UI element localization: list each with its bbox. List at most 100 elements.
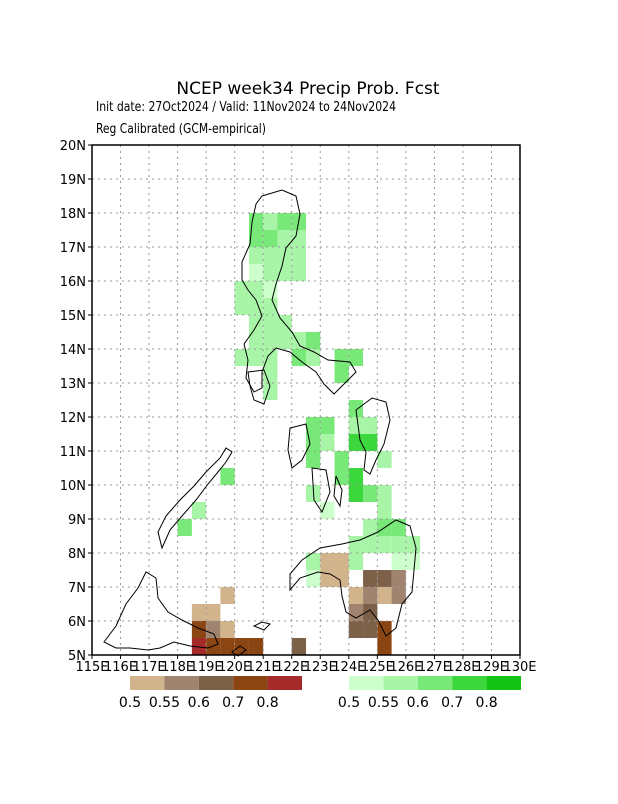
- x-tick-label: 119E: [190, 660, 223, 675]
- y-tick-label: 19N: [60, 173, 86, 188]
- wet-cell: [248, 230, 264, 247]
- x-tick-label: 129E: [475, 660, 508, 675]
- wet-cell: [263, 332, 278, 349]
- dry-cell: [220, 638, 235, 655]
- x-tick-label: 115E: [75, 660, 108, 675]
- wet-cell: [291, 230, 306, 247]
- dry-cell: [191, 604, 207, 621]
- wet-cell: [363, 485, 378, 502]
- x-tick-label: 127E: [418, 660, 451, 675]
- wet-cell: [348, 400, 364, 417]
- y-tick-label: 18N: [60, 207, 86, 222]
- wet-cell: [277, 213, 292, 230]
- wet-cell: [234, 349, 249, 366]
- y-tick-label: 14N: [60, 343, 86, 358]
- wet-legend-box: [452, 676, 487, 690]
- wet-cell: [363, 434, 378, 451]
- wet-cell: [277, 332, 292, 349]
- wet-cell: [320, 434, 335, 451]
- dry-legend-label: 0.8: [256, 695, 278, 711]
- wet-cell: [220, 468, 235, 485]
- wet-cell: [320, 417, 335, 434]
- x-tick-label: 130E: [503, 660, 536, 675]
- dry-cell: [377, 638, 392, 655]
- wet-legend-box: [417, 676, 453, 690]
- samar-leyte: [355, 397, 391, 475]
- wet-cell: [377, 485, 392, 502]
- wet-cell: [334, 451, 349, 468]
- y-tick-label: 10N: [60, 479, 86, 494]
- dry-cell: [220, 621, 235, 638]
- wet-cell: [177, 519, 192, 536]
- wet-legend-label: 0.7: [441, 695, 463, 711]
- map-frame: [91, 144, 521, 656]
- x-tick-label: 120E: [218, 660, 251, 675]
- coastline: [103, 189, 417, 657]
- dry-cell: [363, 621, 378, 638]
- wet-legend-label: 0.55: [368, 695, 399, 711]
- wet-cell: [348, 553, 364, 570]
- wet-cell: [263, 315, 278, 332]
- wet-cell: [263, 247, 278, 264]
- x-tick-label: 118E: [161, 660, 194, 675]
- wet-cell: [248, 349, 264, 366]
- wet-cell: [363, 519, 378, 536]
- wet-cell: [377, 536, 392, 553]
- wet-cell: [234, 281, 249, 298]
- wet-cell: [348, 536, 364, 553]
- grid: 115E116E117E118E119E120E121E122E123E124E…: [60, 139, 537, 675]
- dry-cell: [320, 553, 335, 570]
- subtitle: Init date: 27Oct2024 / Valid: 11Nov2024 …: [96, 100, 396, 115]
- wet-cell: [334, 366, 349, 383]
- y-tick-label: 20N: [60, 139, 86, 154]
- method: Reg Calibrated (GCM-empirical): [96, 122, 266, 137]
- dry-legend-label: 0.55: [149, 695, 180, 711]
- dry-legend-box: [233, 676, 268, 690]
- sabah: [103, 571, 219, 651]
- dry-cell: [291, 638, 306, 655]
- wet-cell: [377, 451, 392, 468]
- wet-cell: [248, 213, 264, 230]
- wet-cell: [306, 451, 321, 468]
- dry-cell: [206, 621, 221, 638]
- y-tick-label: 13N: [60, 377, 86, 392]
- wet-cell: [306, 332, 321, 349]
- wet-cell: [377, 502, 392, 519]
- mindanao: [289, 519, 417, 637]
- wet-cell: [348, 468, 364, 485]
- legend: 0.5 0.55 0.6 0.7 0.8 0.5 0.55 0.6 0.7 0.8: [119, 676, 521, 711]
- wet-cell: [248, 264, 264, 281]
- wet-cell: [306, 570, 321, 587]
- title: NCEP week34 Precip Prob. Fcst: [176, 79, 440, 99]
- wet-cell: [363, 417, 378, 434]
- dry-cell: [363, 570, 378, 587]
- wet-cell: [248, 332, 264, 349]
- wet-cell: [248, 281, 264, 298]
- wet-cell: [191, 502, 207, 519]
- dry-legend-label: 0.5: [119, 695, 141, 711]
- dry-cell: [206, 604, 221, 621]
- wet-cell: [348, 417, 364, 434]
- dry-legend-box: [130, 676, 165, 690]
- x-tick-label: 121E: [247, 660, 280, 675]
- wet-legend-box: [486, 676, 521, 690]
- y-tick-label: 7N: [68, 581, 86, 596]
- wet-cell: [277, 230, 292, 247]
- wet-cell: [334, 349, 349, 366]
- y-tick-label: 12N: [60, 411, 86, 426]
- dry-cell: [363, 587, 378, 604]
- y-tick-label: 11N: [60, 445, 86, 460]
- wet-cell: [405, 553, 421, 570]
- y-tick-label: 9N: [68, 513, 86, 528]
- dry-cell: [191, 621, 207, 638]
- y-tick-label: 15N: [60, 309, 86, 324]
- y-tick-label: 6N: [68, 615, 86, 630]
- wet-legend-box: [383, 676, 418, 690]
- x-tick-label: 117E: [133, 660, 166, 675]
- y-tick-label: 17N: [60, 241, 86, 256]
- dry-cell: [348, 587, 364, 604]
- x-tick-label: 123E: [304, 660, 337, 675]
- wet-cell: [234, 298, 249, 315]
- dry-cell: [220, 587, 235, 604]
